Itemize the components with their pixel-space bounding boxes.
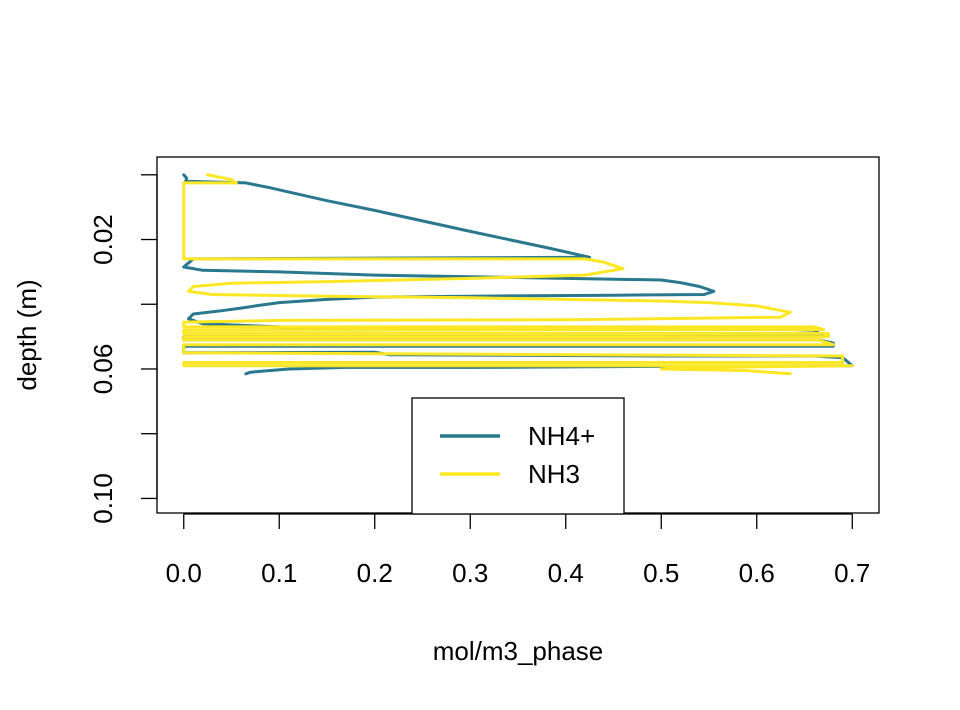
x-tick-label: 0.1 [261, 558, 297, 588]
legend-label-nh4: NH4+ [528, 421, 595, 451]
y-axis: 0.02 0.06 0.10 [88, 174, 158, 524]
x-tick-label: 0.7 [834, 558, 870, 588]
x-axis: 0.0 0.1 0.2 0.3 0.4 0.5 0.6 0.7 [166, 513, 870, 588]
y-axis-label: depth (m) [12, 279, 42, 390]
x-tick-label: 0.6 [739, 558, 775, 588]
y-tick-label: 0.02 [88, 214, 118, 265]
x-tick-label: 0.5 [643, 558, 679, 588]
legend-label-nh3: NH3 [528, 459, 580, 489]
x-tick-label: 0.4 [548, 558, 584, 588]
legend-box [411, 397, 625, 515]
x-tick-label: 0.3 [452, 558, 488, 588]
x-tick-label: 0.2 [357, 558, 393, 588]
legend: NH4+ NH3 [411, 397, 625, 515]
series-layer [182, 173, 854, 376]
y-tick-label: 0.10 [88, 473, 118, 524]
x-axis-label: mol/m3_phase [433, 636, 604, 666]
x-tick-label: 0.0 [166, 558, 202, 588]
y-tick-label: 0.06 [88, 344, 118, 395]
series-line-nh3 [182, 173, 854, 376]
